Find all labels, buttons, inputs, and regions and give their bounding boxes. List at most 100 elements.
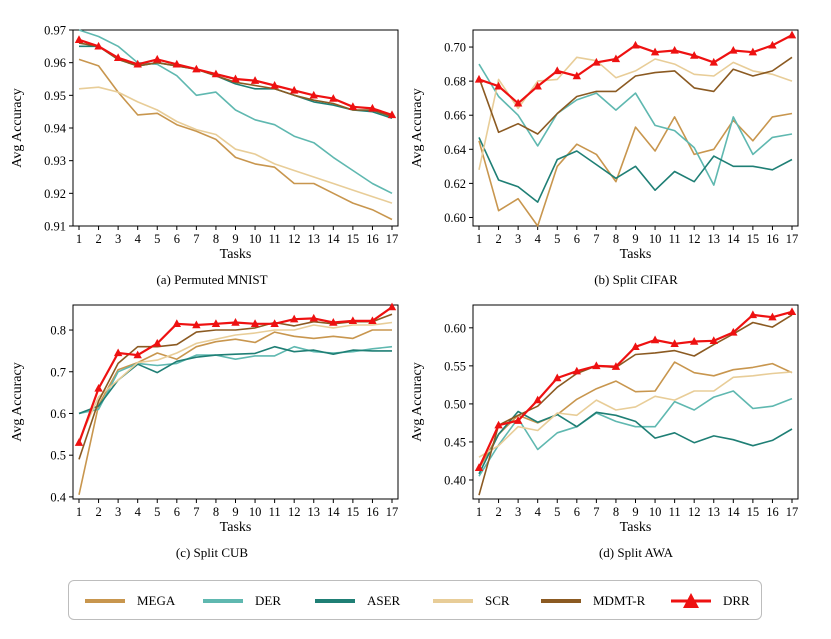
series-line-mdmt-r	[478, 56, 793, 135]
x-tick-label: 5	[154, 505, 160, 519]
x-tick-label: 3	[115, 232, 121, 246]
caption-d: (d) Split AWA	[598, 545, 674, 560]
x-tick-label: 2	[495, 232, 501, 246]
series-line-der	[478, 63, 793, 186]
series-line-scr	[78, 321, 393, 441]
drr-marker	[650, 335, 660, 344]
drr-marker	[592, 57, 601, 66]
legend-swatch-mdmt-r	[541, 599, 581, 603]
legend-item-der: DER	[201, 581, 281, 621]
y-axis-label: Avg Accuracy	[10, 88, 25, 167]
x-tick-label: 10	[649, 505, 662, 519]
chart-4: 0.400.450.500.550.601 2 3 4 5 6 7 8 9 10 11 12 13 14 1…	[410, 304, 799, 535]
x-tick-label: 17	[386, 505, 399, 519]
legend-item-scr: SCR	[431, 581, 510, 621]
series-line-scr	[478, 56, 793, 170]
drr-marker	[270, 81, 279, 89]
drr-marker	[670, 339, 679, 347]
legend-swatch-aser	[315, 599, 355, 603]
x-axis-label: Tasks	[620, 520, 652, 535]
x-tick-label: 15	[747, 232, 760, 246]
x-tick-label: 12	[288, 232, 301, 246]
x-tick-label: 8	[613, 232, 619, 246]
caption-c: (c) Split CUB	[175, 545, 249, 560]
x-tick-label: 17	[386, 232, 399, 246]
drr-marker	[494, 81, 503, 90]
drr-marker	[553, 66, 562, 75]
drr-marker	[592, 361, 601, 370]
x-tick-label: 1	[76, 505, 82, 519]
drr-marker	[729, 45, 738, 54]
x-tick-label: 2	[95, 505, 101, 519]
drr-marker	[768, 312, 777, 321]
legend-item-mega: MEGA	[83, 581, 175, 621]
drr-marker	[192, 64, 201, 73]
y-tick-label: 0.50	[444, 397, 466, 411]
drr-marker	[211, 319, 221, 327]
drr-marker	[787, 30, 797, 39]
drr-marker	[289, 314, 299, 323]
drr-marker	[689, 337, 699, 345]
drr-marker	[329, 94, 338, 102]
x-tick-label: 16	[366, 232, 379, 246]
y-tick-label: 0.91	[44, 220, 66, 234]
drr-marker	[94, 41, 103, 50]
drr-marker	[572, 71, 582, 80]
x-tick-label: 5	[554, 505, 560, 519]
series-line-drr	[478, 310, 793, 469]
drr-marker	[133, 350, 142, 359]
x-tick-label: 17	[786, 232, 799, 246]
x-tick-label: 3	[515, 232, 521, 246]
x-tick-label: 5	[554, 232, 560, 246]
x-axis-label: Tasks	[220, 247, 252, 262]
x-tick-label: 13	[308, 505, 321, 519]
legend-label-mdmt-r: MDMT-R	[593, 593, 646, 608]
series-line-mdmt-r	[78, 313, 393, 460]
drr-marker	[153, 54, 162, 63]
drr-marker	[368, 316, 377, 325]
drr-marker	[494, 420, 503, 429]
x-tick-label: 1	[76, 232, 82, 246]
x-tick-label: 9	[632, 232, 638, 246]
x-tick-label: 5	[154, 232, 160, 246]
x-tick-label: 11	[269, 505, 281, 519]
x-tick-label: 3	[515, 505, 521, 519]
x-tick-label: 9	[232, 505, 238, 519]
chart-3: 0.40.50.60.70.81 2 3 4 5 6 7 8 9 10 11 12 13 14 15 16 17…	[10, 302, 399, 535]
y-tick-label: 0.97	[44, 24, 66, 38]
drr-marker	[553, 373, 562, 382]
series-line-aser	[478, 137, 793, 203]
y-tick-label: 0.60	[444, 211, 466, 225]
x-tick-label: 14	[327, 505, 340, 519]
x-tick-label: 15	[347, 505, 360, 519]
y-tick-label: 0.55	[444, 359, 466, 373]
y-tick-label: 0.45	[444, 435, 466, 449]
x-tick-label: 13	[708, 505, 721, 519]
drr-marker	[768, 40, 777, 49]
x-tick-label: 2	[495, 505, 501, 519]
x-tick-label: 11	[269, 232, 281, 246]
legend-label-scr: SCR	[485, 593, 510, 608]
drr-marker	[729, 327, 738, 336]
y-tick-label: 0.60	[444, 321, 466, 335]
drr-marker	[368, 103, 377, 112]
drr-marker	[211, 69, 221, 78]
x-tick-label: 1	[476, 505, 482, 519]
legend-swatch-der	[203, 599, 243, 603]
drr-marker	[192, 320, 201, 329]
y-tick-label: 0.64	[444, 143, 467, 157]
legend-swatch-mega	[85, 599, 125, 603]
legend-item-aser: ASER	[313, 581, 400, 621]
y-tick-label: 0.68	[444, 75, 466, 89]
y-axis-label: Avg Accuracy	[410, 88, 425, 167]
caption-a: (a) Permuted MNIST	[156, 272, 268, 287]
legend: MEGA DER ASER SCR MDMT-R DRR	[68, 580, 762, 620]
drr-marker	[474, 74, 484, 83]
legend-swatch-scr	[433, 599, 473, 603]
drr-marker	[631, 40, 640, 49]
plot-frame	[472, 304, 799, 500]
drr-marker	[231, 318, 240, 326]
drr-marker	[631, 342, 640, 351]
legend-label-drr: DRR	[723, 593, 750, 608]
